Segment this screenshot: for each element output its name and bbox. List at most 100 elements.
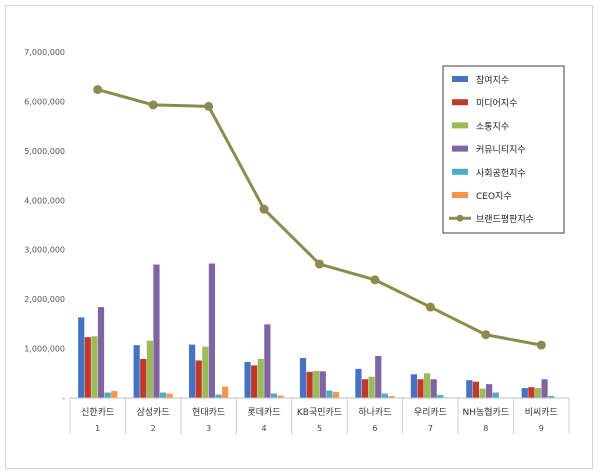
bar (257, 358, 264, 398)
y-tick-label: 6,000,000 (24, 97, 65, 106)
bar (104, 392, 111, 398)
category-label: NH농협카드 (463, 406, 510, 418)
line-series-group (93, 85, 546, 350)
bar (326, 390, 333, 398)
legend-swatch (452, 168, 468, 175)
y-axis: - 1,000,000 2,000,000 3,000,000 4,000,000 5,0… (24, 48, 65, 403)
bar (97, 307, 105, 398)
legend-label: CEO지수 (476, 191, 512, 202)
category-number: 5 (317, 424, 322, 433)
bar (332, 392, 340, 398)
bar (244, 361, 251, 398)
legend-label: 미디어지수 (476, 98, 517, 109)
chart-frame: - 1,000,000 2,000,000 3,000,000 4,000,000 5,0… (5, 5, 593, 469)
bar (202, 346, 209, 398)
category-number: 3 (206, 424, 211, 433)
y-tick-label: 1,000,000 (24, 345, 65, 354)
bar (534, 388, 542, 398)
bar (153, 264, 160, 398)
y-tick-label: 4,000,000 (24, 196, 65, 205)
line-point (148, 100, 158, 110)
legend-label: 소통지수 (476, 121, 509, 132)
category-label: 현대카드 (192, 407, 225, 418)
legend-label: 참여지수 (476, 74, 509, 86)
line-point (204, 101, 214, 111)
bar (479, 388, 486, 398)
legend-swatch (452, 145, 468, 152)
bar (251, 365, 258, 398)
bar (195, 360, 202, 398)
bar (486, 384, 493, 398)
line-point (481, 330, 491, 340)
bar (215, 394, 222, 398)
bar (208, 263, 216, 398)
bar (368, 376, 375, 398)
bar (355, 368, 362, 398)
bar (410, 374, 417, 398)
line-point (315, 259, 324, 269)
bar (541, 379, 548, 398)
y-tick-label: 7,000,000 (24, 48, 65, 57)
legend-line-marker (456, 214, 464, 222)
bar (466, 380, 473, 398)
category-number: 9 (539, 424, 544, 433)
category-label: 신한카드 (81, 407, 114, 418)
category-label: 우리카드 (414, 407, 447, 418)
bar (270, 393, 278, 398)
bar (133, 345, 140, 398)
line-point (370, 275, 380, 285)
bar (319, 371, 326, 398)
bar (84, 337, 91, 398)
bar-series-group (78, 263, 561, 398)
bar (423, 373, 431, 398)
legend-swatch (452, 192, 468, 198)
y-tick-label: 2,000,000 (24, 295, 65, 304)
bar (388, 396, 395, 398)
legend-label: 사회공헌지수 (476, 168, 526, 179)
bar (437, 395, 444, 398)
bar (361, 379, 369, 398)
legend-label: 브랜드평판지수 (476, 214, 534, 225)
bar (78, 317, 85, 398)
legend-swatch (452, 76, 468, 82)
bar (140, 358, 147, 398)
line-point (93, 85, 103, 95)
bar (417, 379, 424, 398)
bar (375, 355, 382, 398)
legend-label: 커뮤니티지수 (476, 145, 526, 156)
category-number: 1 (95, 424, 100, 433)
chart-canvas: - 1,000,000 2,000,000 3,000,000 4,000,000 5,0… (24, 48, 570, 434)
bar (492, 392, 499, 398)
bar (277, 395, 284, 398)
bar (430, 379, 437, 398)
bar (521, 388, 528, 398)
bar (189, 344, 196, 398)
bar (166, 393, 173, 398)
category-label: 하나카드 (358, 407, 391, 418)
bar (528, 387, 535, 398)
legend-swatch (452, 122, 468, 129)
category-label: 비씨카드 (525, 407, 558, 418)
line-point (259, 204, 269, 214)
bar (264, 324, 271, 398)
category-number: 7 (428, 424, 433, 433)
category-label: KB국민카드 (297, 407, 342, 418)
bar (222, 386, 229, 398)
bar (146, 340, 153, 398)
category-number: 6 (372, 424, 377, 433)
category-number: 2 (151, 424, 156, 433)
category-number: 4 (262, 424, 267, 433)
line-point (425, 302, 435, 312)
bar (159, 392, 167, 398)
y-tick-label: 5,000,000 (24, 147, 65, 156)
bar (381, 393, 388, 398)
legend-swatch (452, 99, 468, 106)
bar (91, 336, 98, 398)
bar (111, 391, 118, 398)
category-label: 롯데카드 (247, 407, 280, 418)
line-point (536, 340, 546, 350)
bar (299, 357, 307, 398)
bar (313, 370, 320, 398)
category-number: 8 (483, 424, 488, 433)
